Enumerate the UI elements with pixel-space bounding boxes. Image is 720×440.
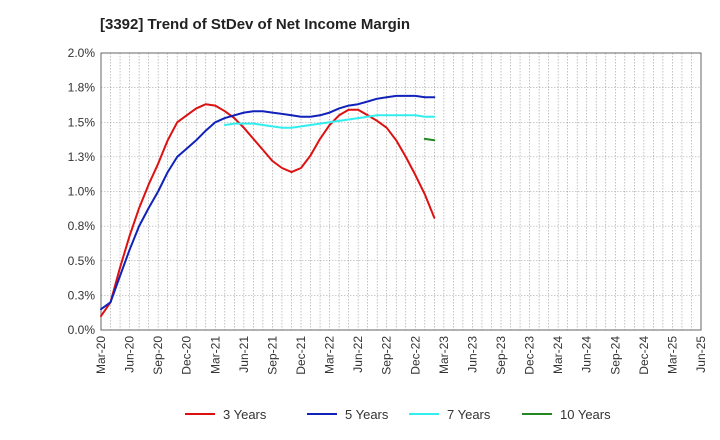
y-tick-label: 0.0%	[68, 323, 96, 337]
x-tick-label: Dec-20	[180, 336, 194, 375]
y-axis-ticks: 0.0% 0.3% 0.5% 0.8% 1.0% 1.3% 1.5% 1.8% 2.0%	[68, 46, 96, 337]
y-tick-label: 0.8%	[68, 219, 96, 233]
legend-label: 5 Years	[345, 407, 389, 422]
x-tick-label: Jun-20	[123, 336, 137, 373]
legend-label: 7 Years	[447, 407, 491, 422]
x-tick-label: Dec-22	[408, 336, 422, 375]
axes	[100, 52, 702, 331]
legend-label: 10 Years	[560, 407, 611, 422]
legend-label: 3 Years	[223, 407, 267, 422]
series-lines	[100, 94, 436, 318]
y-tick-label: 1.8%	[68, 81, 96, 95]
x-tick-label: Sep-23	[494, 336, 508, 375]
x-tick-label: Sep-20	[151, 336, 165, 375]
x-tick-label: Jun-21	[237, 336, 251, 373]
y-tick-label: 1.5%	[68, 115, 96, 129]
x-tick-label: Mar-24	[551, 336, 565, 374]
x-tick-label: Mar-20	[94, 336, 108, 374]
series-line-10-years	[423, 137, 436, 142]
x-tick-label: Mar-23	[437, 336, 451, 374]
x-tick-label: Sep-22	[380, 336, 394, 375]
x-axis-ticks: Mar-20 Jun-20 Sep-20 Dec-20 Mar-21 Jun-21 Sep-…	[94, 336, 708, 375]
series-line-5-years	[100, 94, 436, 311]
x-tick-label: Dec-24	[637, 336, 651, 375]
x-tick-label: Mar-21	[208, 336, 222, 374]
y-tick-label: 0.3%	[68, 288, 96, 302]
x-tick-label: Dec-21	[294, 336, 308, 375]
x-tick-label: Mar-25	[665, 336, 679, 374]
legend: 3 Years 5 Years 7 Years 10 Years	[185, 407, 611, 422]
y-tick-label: 0.5%	[68, 254, 96, 268]
y-tick-label: 1.0%	[68, 185, 96, 199]
plot-frame	[100, 52, 702, 331]
x-tick-label: Sep-24	[608, 336, 622, 375]
y-tick-label: 2.0%	[68, 46, 96, 60]
x-tick-label: Jun-23	[465, 336, 479, 373]
x-tick-label: Jun-22	[351, 336, 365, 373]
x-tick-label: Jun-24	[580, 336, 594, 373]
series-line-7-years	[223, 114, 436, 129]
x-tick-label: Jun-25	[694, 336, 708, 373]
x-tick-label: Mar-22	[323, 336, 337, 374]
x-tick-label: Sep-21	[265, 336, 279, 375]
x-tick-label: Dec-23	[523, 336, 537, 375]
series-line-3-years	[100, 103, 436, 318]
grid	[100, 52, 702, 331]
y-tick-label: 1.3%	[68, 150, 96, 164]
chart-title: [3392] Trend of StDev of Net Income Marg…	[100, 16, 411, 33]
